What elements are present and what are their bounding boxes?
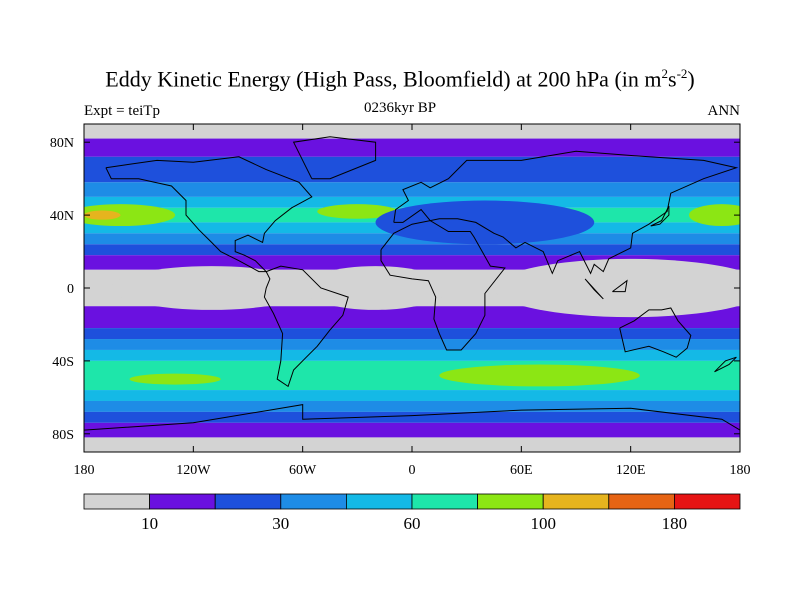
contour-feature-2 bbox=[688, 204, 740, 227]
coastline-5 bbox=[292, 136, 377, 180]
coastline-0 bbox=[105, 156, 313, 273]
colorbar-swatch bbox=[345, 493, 413, 510]
contour-band-1 bbox=[84, 138, 740, 157]
colorbar-swatch bbox=[542, 493, 610, 510]
contour-feature-7 bbox=[111, 266, 312, 310]
coastline-6 bbox=[584, 278, 604, 300]
contour-band-17 bbox=[84, 400, 740, 412]
colorbar-swatch bbox=[411, 493, 478, 510]
colorbar-label: 180 bbox=[662, 514, 688, 533]
coastline-3 bbox=[380, 220, 506, 351]
contour-feature-4 bbox=[375, 200, 595, 245]
x-tick-label: 60E bbox=[510, 463, 533, 478]
contour-band-19 bbox=[84, 422, 740, 438]
contour-band-4 bbox=[84, 196, 740, 208]
colorbar-swatch bbox=[674, 493, 741, 510]
map-title: Eddy Kinetic Energy (High Pass, Bloomfie… bbox=[105, 66, 695, 92]
season-label: ANN bbox=[707, 103, 741, 119]
contour-band-13 bbox=[84, 339, 740, 350]
contour-band-20 bbox=[84, 437, 740, 452]
map-axes: 180 120W 60W 0 60E 120E 180 80N 40N 0 40S 80S bbox=[50, 124, 751, 478]
experiment-label: Expt = teiTp bbox=[84, 103, 160, 119]
y-tick-label: 40S bbox=[52, 355, 74, 370]
contour-band-8 bbox=[84, 244, 740, 256]
contour-band-3 bbox=[84, 182, 740, 197]
colorbar-swatch bbox=[214, 493, 282, 510]
contour-band-18 bbox=[84, 411, 740, 423]
contour-band-14 bbox=[84, 349, 740, 361]
coastline-4 bbox=[619, 307, 692, 358]
map-subtitle: 0236kyr BP bbox=[363, 100, 437, 116]
x-tick-label: 180 bbox=[730, 463, 751, 478]
contour-band-12 bbox=[84, 328, 740, 340]
x-tick-label: 180 bbox=[74, 463, 95, 478]
coastline-1 bbox=[263, 265, 349, 388]
colorbar: 10 30 60 100 180 bbox=[83, 493, 741, 533]
x-tick-label: 0 bbox=[409, 463, 416, 478]
colorbar-label: 60 bbox=[404, 514, 421, 533]
y-tick-label: 40N bbox=[50, 209, 74, 224]
colorbar-swatch bbox=[280, 493, 347, 510]
coastline-10 bbox=[84, 404, 740, 431]
contour-band-7 bbox=[84, 233, 740, 245]
contour-feature-6 bbox=[439, 364, 640, 387]
x-tick-label: 60W bbox=[289, 463, 317, 478]
y-tick-label: 80S bbox=[52, 428, 74, 443]
y-tick-label: 80N bbox=[50, 136, 74, 151]
contour-feature-0 bbox=[84, 204, 176, 227]
colorbar-label: 10 bbox=[141, 514, 158, 533]
contour-band-2 bbox=[84, 156, 740, 183]
colorbar-swatch bbox=[149, 493, 216, 510]
coastline-8 bbox=[650, 205, 670, 227]
coastline-2 bbox=[393, 150, 739, 275]
contour-feature-1 bbox=[84, 210, 121, 220]
colorbar-swatch bbox=[477, 493, 544, 510]
colorbar-swatch bbox=[83, 493, 150, 510]
coastline-9 bbox=[714, 356, 737, 373]
colorbar-label: 30 bbox=[272, 514, 289, 533]
contour-feature-9 bbox=[494, 258, 740, 318]
contour-band-0 bbox=[84, 124, 740, 139]
x-tick-label: 120W bbox=[176, 463, 211, 478]
contour-feature-5 bbox=[129, 373, 221, 385]
colorbar-swatch bbox=[608, 493, 675, 510]
contour-feature-8 bbox=[302, 266, 449, 310]
contour-fill bbox=[84, 124, 740, 452]
coastline-7 bbox=[612, 279, 628, 293]
x-tick-label: 120E bbox=[616, 463, 646, 478]
colorbar-label: 100 bbox=[530, 514, 556, 533]
coastlines bbox=[84, 136, 740, 431]
contour-band-16 bbox=[84, 390, 740, 401]
contour-feature-3 bbox=[317, 204, 398, 219]
y-tick-label: 0 bbox=[67, 282, 74, 297]
